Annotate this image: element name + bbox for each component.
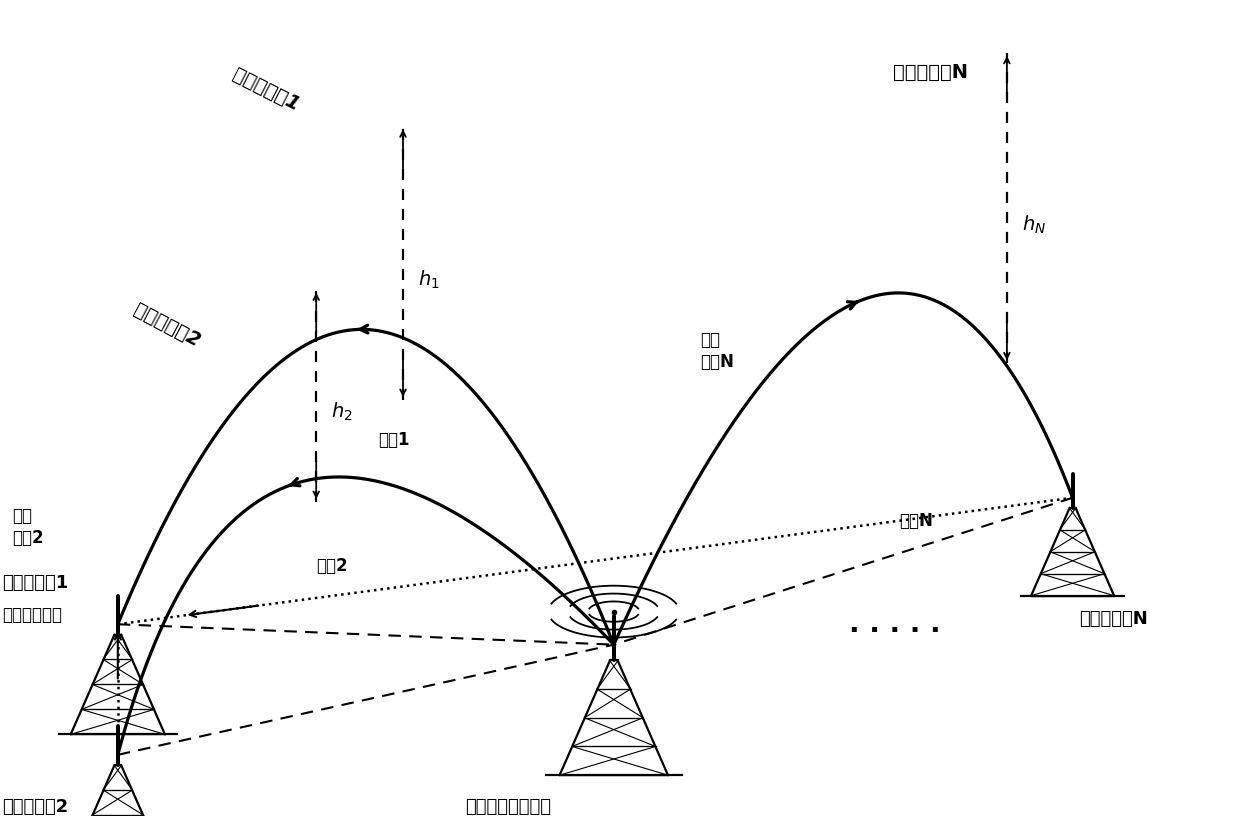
Text: 地面2: 地面2	[316, 557, 348, 575]
Text: 数据
传输N: 数据 传输N	[701, 331, 734, 371]
Text: · · · · ·: · · · · ·	[849, 617, 941, 645]
Text: 短波监测站1: 短波监测站1	[2, 574, 68, 592]
Text: $h_N$: $h_N$	[1022, 213, 1047, 236]
Text: 局部电离层2: 局部电离层2	[130, 300, 203, 351]
Text: 数据
传输2: 数据 传输2	[12, 507, 45, 547]
Text: $h_1$: $h_1$	[418, 268, 440, 290]
Text: （兼中心站）: （兼中心站）	[2, 606, 62, 624]
Text: 非合作短波辐射源: 非合作短波辐射源	[465, 798, 551, 816]
Text: 局部电离层N: 局部电离层N	[893, 63, 967, 82]
Text: 短波监测站N: 短波监测站N	[1079, 610, 1147, 628]
Text: 地面1: 地面1	[378, 431, 409, 449]
Text: 局部电离层1: 局部电离层1	[229, 64, 303, 114]
Text: 地面N: 地面N	[899, 512, 932, 530]
Text: 短波监测站2: 短波监测站2	[2, 798, 68, 816]
Text: $h_2$: $h_2$	[331, 401, 352, 424]
